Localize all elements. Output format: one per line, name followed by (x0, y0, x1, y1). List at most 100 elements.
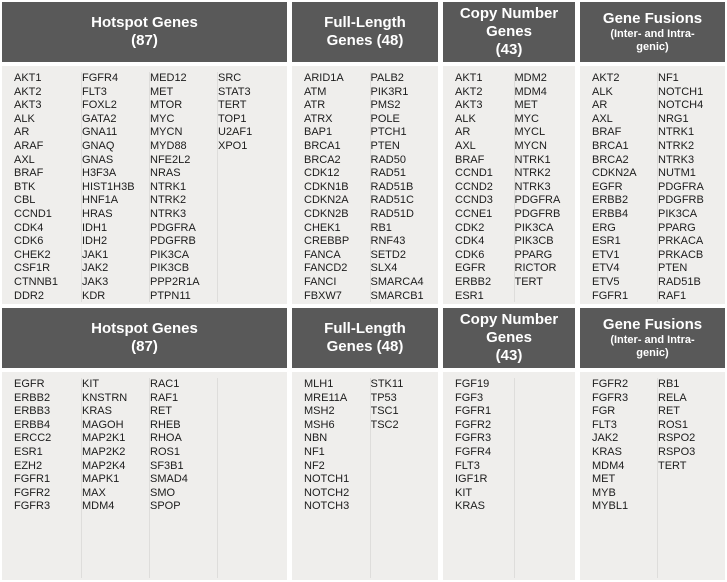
gene-item: NOTCH2 (304, 486, 350, 499)
gene-item: PDGFRB (514, 207, 561, 220)
gene-item: MYC (514, 112, 539, 125)
gene-item: ATRX (304, 112, 333, 125)
gene-item: TSC1 (370, 405, 399, 418)
gene-item: MTOR (150, 99, 183, 112)
section-title-line: Hotspot Genes (91, 14, 198, 31)
gene-item: TOP1 (218, 112, 247, 125)
gene-item: KRAS (455, 500, 485, 513)
gene-item: RSPO3 (658, 445, 696, 458)
section-title-line: Genes (48) (326, 32, 404, 49)
header-full-length-genes-top: Full-Length Genes (48) (292, 2, 438, 62)
gene-item: PIK3R1 (370, 85, 409, 98)
gene-item: AKT3 (455, 99, 483, 112)
gene-item: ATM (304, 85, 327, 98)
gene-column: RAC1 RAF1 RET RHEB RHOA ROS1 SF3B1 SMAD4 SMO SPOP (150, 378, 218, 578)
gene-item: ERBB4 (14, 418, 51, 431)
gene-column: AKT1 AKT2 AKT3 ALK AR ARAF AXL BRAF BTK CBL CCND1 C… (14, 72, 82, 302)
gene-item: NRG1 (658, 112, 689, 125)
gene-item: RAF1 (658, 289, 687, 302)
gene-item: RELA (658, 391, 687, 404)
gene-item: PTEN (658, 262, 688, 275)
gene-item: NOTCH1 (658, 85, 704, 98)
gene-item: MYCL (514, 126, 546, 139)
gene-item: BRCA2 (592, 153, 629, 166)
gene-item: ERBB3 (14, 405, 51, 418)
gene-item: ESR1 (592, 235, 621, 248)
gene-item: ERG (592, 221, 616, 234)
gene-item: MAP2K2 (82, 445, 126, 458)
gene-item: RAD51 (370, 167, 406, 180)
gene-item: MAGOH (82, 418, 124, 431)
section-title-line: Full-Length (324, 320, 406, 337)
gene-item: RB1 (658, 378, 680, 390)
gene-item: RICTOR (514, 262, 557, 275)
gene-item: MYBL1 (592, 500, 629, 513)
gene-column: KIT KNSTRN KRAS MAGOH MAP2K1 MAP2K2 MAP2K4 MAPK… (82, 378, 150, 578)
gene-item: EGFR (455, 262, 486, 275)
gene-item: PTCH1 (370, 126, 407, 139)
gene-item: FLT3 (592, 418, 617, 431)
gene-item: FLT3 (455, 459, 480, 472)
gene-item: FGFR2 (592, 378, 629, 390)
gene-item: PTEN (370, 139, 400, 152)
gene-item: MAX (82, 486, 106, 499)
gene-column: STK11 TP53 TSC1 TSC2 (371, 378, 437, 578)
gene-item: FGF3 (455, 391, 484, 404)
gene-item: MED12 (150, 72, 187, 84)
gene-item: ATR (304, 99, 326, 112)
gene-item: RHOA (150, 432, 182, 445)
gene-item: SRC (218, 72, 242, 84)
gene-item: FANCA (304, 248, 341, 261)
gene-item: PALB2 (370, 72, 404, 84)
gene-column: EGFR ERBB2 ERBB3 ERBB4 ERCC2 ESR1 EZH2 FGFR1 FGF… (14, 378, 82, 578)
gene-item: CDK4 (14, 221, 44, 234)
gene-item: IDH1 (82, 221, 108, 234)
gene-item: FGFR1 (14, 473, 51, 486)
gene-item: KNSTRN (82, 391, 128, 404)
gene-item: GNA11 (82, 126, 118, 139)
gene-item: SMARCA4 (370, 275, 424, 288)
section-subtitle-line: (Inter- and Intra- (610, 334, 695, 346)
gene-item: SMARCB1 (370, 289, 424, 302)
gene-item: MYCN (150, 126, 183, 139)
gene-column: FGFR2 FGFR3 FGR FLT3 JAK2 KRAS MDM4 MET MYB MYBL1 (592, 378, 658, 578)
gene-item: EZH2 (14, 459, 43, 472)
gene-item: CDKN2B (304, 207, 349, 220)
gene-item: PDGFRA (514, 194, 561, 207)
section-title-line: (87) (131, 32, 158, 49)
gene-item: CDK6 (14, 235, 44, 248)
section-title-line: Hotspot Genes (91, 320, 198, 337)
gene-item: TERT (514, 275, 544, 288)
gene-item: GATA2 (82, 112, 117, 125)
gene-list-gene-fusions-top: AKT2 ALK AR AXL BRAF BRCA1 BRCA2 CDKN2A EGFR ERBB… (580, 66, 725, 304)
gene-item: AKT2 (455, 85, 483, 98)
gene-item: CTNNB1 (14, 275, 59, 288)
section-subtitle-line: genic) (636, 347, 669, 359)
gene-item: KIT (455, 486, 473, 499)
gene-item: NBN (304, 432, 328, 445)
gene-item: RET (150, 405, 172, 418)
gene-item: SPOP (150, 500, 181, 513)
gene-item: BRAF (14, 167, 44, 180)
gene-item: MLH1 (304, 378, 334, 390)
gene-item: BRCA1 (592, 139, 629, 152)
gene-item: MAP2K1 (82, 432, 126, 445)
header-copy-number-genes-top: Copy Number Genes (43) (443, 2, 575, 62)
gene-item: AKT3 (14, 99, 42, 112)
gene-item: MSH2 (304, 405, 335, 418)
gene-column: MED12 MET MTOR MYC MYCN MYD88 NFE2L2 NRAS NTRK1 N… (150, 72, 218, 302)
gene-item: MYCN (514, 139, 547, 152)
header-hotspot-genes-bottom: Hotspot Genes (87) (2, 308, 287, 368)
gene-item: TSC2 (370, 418, 399, 431)
gene-list-copy-number-bottom: FGF19 FGF3 FGFR1 FGFR2 FGFR3 FGFR4 FLT3 IGF1R KI… (443, 372, 575, 580)
gene-item: ROS1 (658, 418, 688, 431)
section-title-line: Genes (486, 329, 532, 346)
gene-item: SMO (150, 486, 176, 499)
gene-item: NTRK3 (150, 207, 187, 220)
gene-item: PDGFRB (150, 235, 196, 248)
gene-item: CDKN2A (304, 194, 349, 207)
gene-item: ALK (592, 85, 613, 98)
gene-item: FGFR2 (455, 418, 492, 431)
gene-item: NTRK2 (658, 139, 695, 152)
